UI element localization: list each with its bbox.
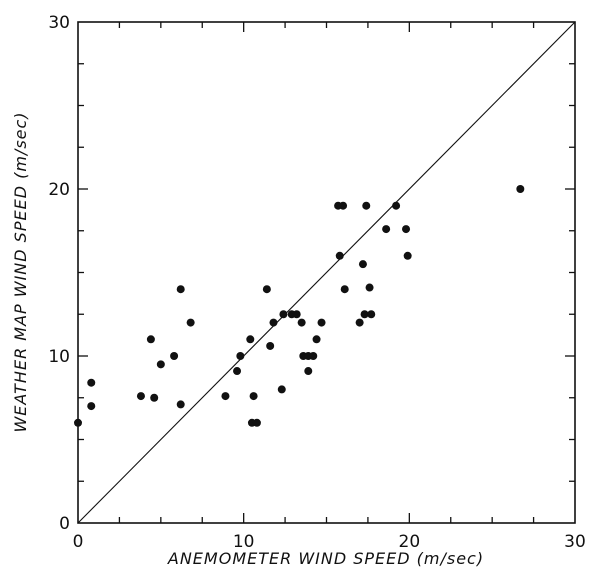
data-point — [292, 310, 301, 319]
data-point — [262, 285, 271, 294]
data-point — [339, 201, 348, 210]
data-point — [279, 310, 288, 319]
data-point — [392, 201, 401, 210]
data-point — [136, 392, 145, 401]
data-point — [317, 318, 326, 327]
data-point — [312, 335, 321, 344]
data-point — [340, 285, 349, 294]
data-point — [367, 310, 376, 319]
x-tick-label: 20 — [399, 532, 421, 552]
data-point — [87, 378, 96, 387]
data-point — [403, 251, 412, 260]
identity-reference-line — [77, 21, 576, 524]
data-point — [335, 251, 344, 260]
data-point — [236, 352, 245, 360]
axis-ticks — [78, 22, 575, 523]
y-tick-label: 0 — [59, 514, 70, 534]
data-point — [365, 283, 374, 292]
y-tick-label: 30 — [48, 13, 70, 33]
data-point — [382, 225, 391, 234]
data-point — [246, 335, 255, 344]
tick-labels: 0 10 20 30 0 10 20 30 — [48, 13, 585, 552]
x-tick-label: 0 — [73, 532, 84, 552]
data-point — [269, 318, 278, 327]
data-point — [176, 285, 185, 294]
data-point — [249, 392, 258, 401]
data-point — [304, 367, 313, 376]
data-point — [233, 367, 242, 376]
data-point — [277, 385, 286, 394]
data-point — [176, 400, 185, 409]
data-point — [266, 341, 275, 350]
data-point — [402, 225, 411, 234]
x-axis-label: ANEMOMETER WIND SPEED (m/sec) — [167, 549, 484, 568]
data-point — [297, 318, 306, 327]
data-point — [360, 310, 369, 319]
y-tick-label: 10 — [48, 347, 70, 367]
data-point — [362, 201, 371, 210]
data-points — [74, 185, 525, 427]
x-tick-label: 30 — [564, 532, 586, 552]
data-point — [170, 352, 179, 360]
data-point — [87, 402, 96, 411]
data-point — [309, 352, 318, 360]
data-point — [146, 335, 155, 344]
data-point — [516, 185, 525, 193]
data-point — [186, 318, 195, 327]
x-tick-label: 10 — [233, 532, 255, 552]
data-point — [358, 260, 367, 269]
data-point — [221, 392, 230, 401]
data-point — [355, 318, 364, 327]
data-point — [156, 360, 165, 369]
data-point — [150, 393, 159, 402]
y-tick-label: 20 — [48, 180, 70, 200]
y-axis-label: WEATHER MAP WIND SPEED (m/sec) — [11, 111, 30, 432]
data-point — [252, 418, 261, 427]
data-point — [74, 418, 82, 427]
